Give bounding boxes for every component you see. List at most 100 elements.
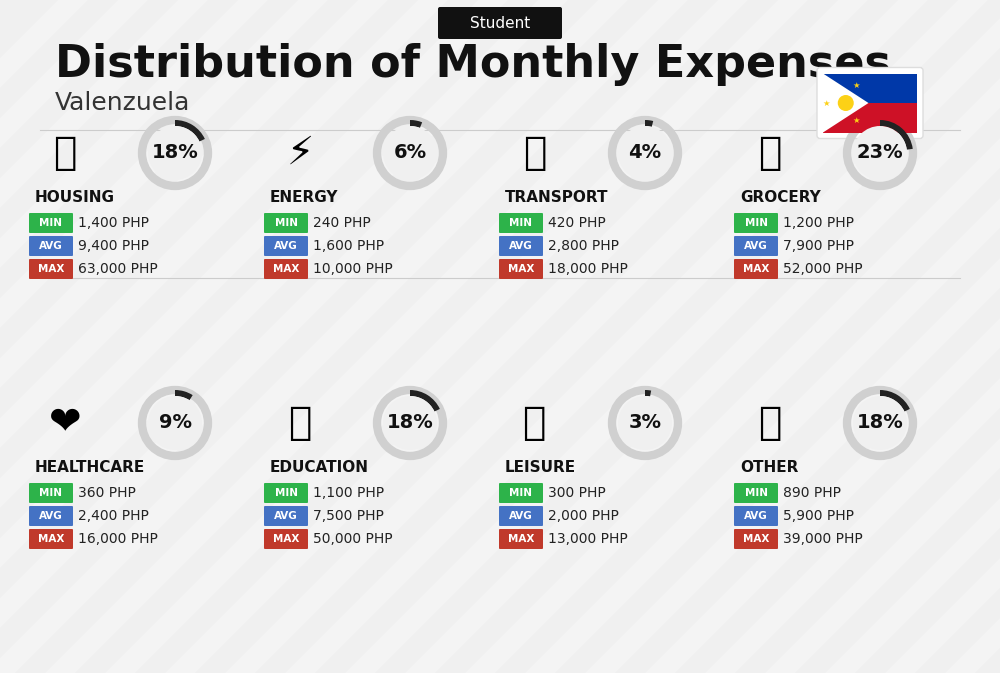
Text: ★: ★ [852,81,860,90]
FancyBboxPatch shape [734,483,778,503]
FancyBboxPatch shape [734,529,778,549]
FancyBboxPatch shape [499,259,543,279]
Text: 1,200 PHP: 1,200 PHP [783,216,854,230]
Circle shape [148,396,202,450]
Text: 360 PHP: 360 PHP [78,486,136,500]
Text: 3%: 3% [629,413,662,433]
FancyBboxPatch shape [264,236,308,256]
Text: ⚡: ⚡ [286,134,314,172]
FancyBboxPatch shape [29,506,73,526]
FancyBboxPatch shape [499,506,543,526]
Text: AVG: AVG [509,241,533,251]
Text: 18%: 18% [857,413,903,433]
Text: EDUCATION: EDUCATION [270,460,369,476]
Text: AVG: AVG [39,241,63,251]
FancyBboxPatch shape [438,7,562,39]
FancyBboxPatch shape [29,259,73,279]
Text: LEISURE: LEISURE [505,460,576,476]
Text: AVG: AVG [274,511,298,521]
Text: MIN: MIN [744,218,768,228]
Text: MIN: MIN [274,488,298,498]
Text: 9,400 PHP: 9,400 PHP [78,239,149,253]
Text: 50,000 PHP: 50,000 PHP [313,532,393,546]
Circle shape [838,95,854,111]
Text: MAX: MAX [743,534,769,544]
Text: MIN: MIN [510,488,532,498]
Text: HEALTHCARE: HEALTHCARE [35,460,145,476]
Wedge shape [645,120,653,127]
FancyBboxPatch shape [734,213,778,233]
Text: MIN: MIN [40,488,62,498]
Text: MAX: MAX [273,534,299,544]
Text: 4%: 4% [628,143,662,162]
FancyBboxPatch shape [264,506,308,526]
Wedge shape [645,390,651,396]
Text: Student: Student [470,15,530,30]
FancyBboxPatch shape [29,483,73,503]
FancyBboxPatch shape [29,236,73,256]
Text: 6%: 6% [393,143,427,162]
Text: 7,900 PHP: 7,900 PHP [783,239,854,253]
Text: MIN: MIN [510,218,532,228]
Text: 1,600 PHP: 1,600 PHP [313,239,384,253]
Text: MAX: MAX [273,264,299,274]
Text: MAX: MAX [38,264,64,274]
Bar [823,73,917,103]
Text: ENERGY: ENERGY [270,190,338,205]
Text: 🛍️: 🛍️ [523,404,547,442]
Text: MIN: MIN [744,488,768,498]
Wedge shape [410,120,422,128]
Text: 2,400 PHP: 2,400 PHP [78,509,149,523]
Text: MAX: MAX [38,534,64,544]
FancyBboxPatch shape [817,67,923,139]
Text: 🏢: 🏢 [53,134,77,172]
Circle shape [148,126,202,180]
Text: 7,500 PHP: 7,500 PHP [313,509,384,523]
Text: TRANSPORT: TRANSPORT [505,190,608,205]
Text: MAX: MAX [743,264,769,274]
Text: 🚌: 🚌 [523,134,547,172]
Bar [823,103,917,133]
Circle shape [618,126,672,180]
FancyBboxPatch shape [734,506,778,526]
Text: 18,000 PHP: 18,000 PHP [548,262,628,276]
FancyBboxPatch shape [29,213,73,233]
Text: 1,400 PHP: 1,400 PHP [78,216,149,230]
Text: HOUSING: HOUSING [35,190,115,205]
Text: 10,000 PHP: 10,000 PHP [313,262,393,276]
Text: AVG: AVG [509,511,533,521]
Wedge shape [410,390,440,411]
Text: 63,000 PHP: 63,000 PHP [78,262,158,276]
Wedge shape [880,390,910,411]
Wedge shape [175,120,205,141]
Text: AVG: AVG [274,241,298,251]
Text: GROCERY: GROCERY [740,190,821,205]
Text: MIN: MIN [274,218,298,228]
FancyBboxPatch shape [264,213,308,233]
FancyBboxPatch shape [734,236,778,256]
Text: 2,000 PHP: 2,000 PHP [548,509,619,523]
FancyBboxPatch shape [499,236,543,256]
Text: 🎓: 🎓 [288,404,312,442]
Text: 52,000 PHP: 52,000 PHP [783,262,863,276]
Text: 23%: 23% [857,143,903,162]
Text: MAX: MAX [508,264,534,274]
Text: Distribution of Monthly Expenses: Distribution of Monthly Expenses [55,44,891,87]
Text: 5,900 PHP: 5,900 PHP [783,509,854,523]
Text: AVG: AVG [39,511,63,521]
Text: 🛒: 🛒 [758,134,782,172]
Text: 18%: 18% [387,413,433,433]
Text: 18%: 18% [152,143,198,162]
Text: MIN: MIN [40,218,62,228]
FancyBboxPatch shape [499,529,543,549]
FancyBboxPatch shape [264,483,308,503]
Text: 420 PHP: 420 PHP [548,216,606,230]
Circle shape [853,396,907,450]
FancyBboxPatch shape [264,259,308,279]
Text: MAX: MAX [508,534,534,544]
Text: 39,000 PHP: 39,000 PHP [783,532,863,546]
Text: 9%: 9% [158,413,192,433]
Text: 890 PHP: 890 PHP [783,486,841,500]
Text: ❤️: ❤️ [49,404,81,442]
Text: 16,000 PHP: 16,000 PHP [78,532,158,546]
